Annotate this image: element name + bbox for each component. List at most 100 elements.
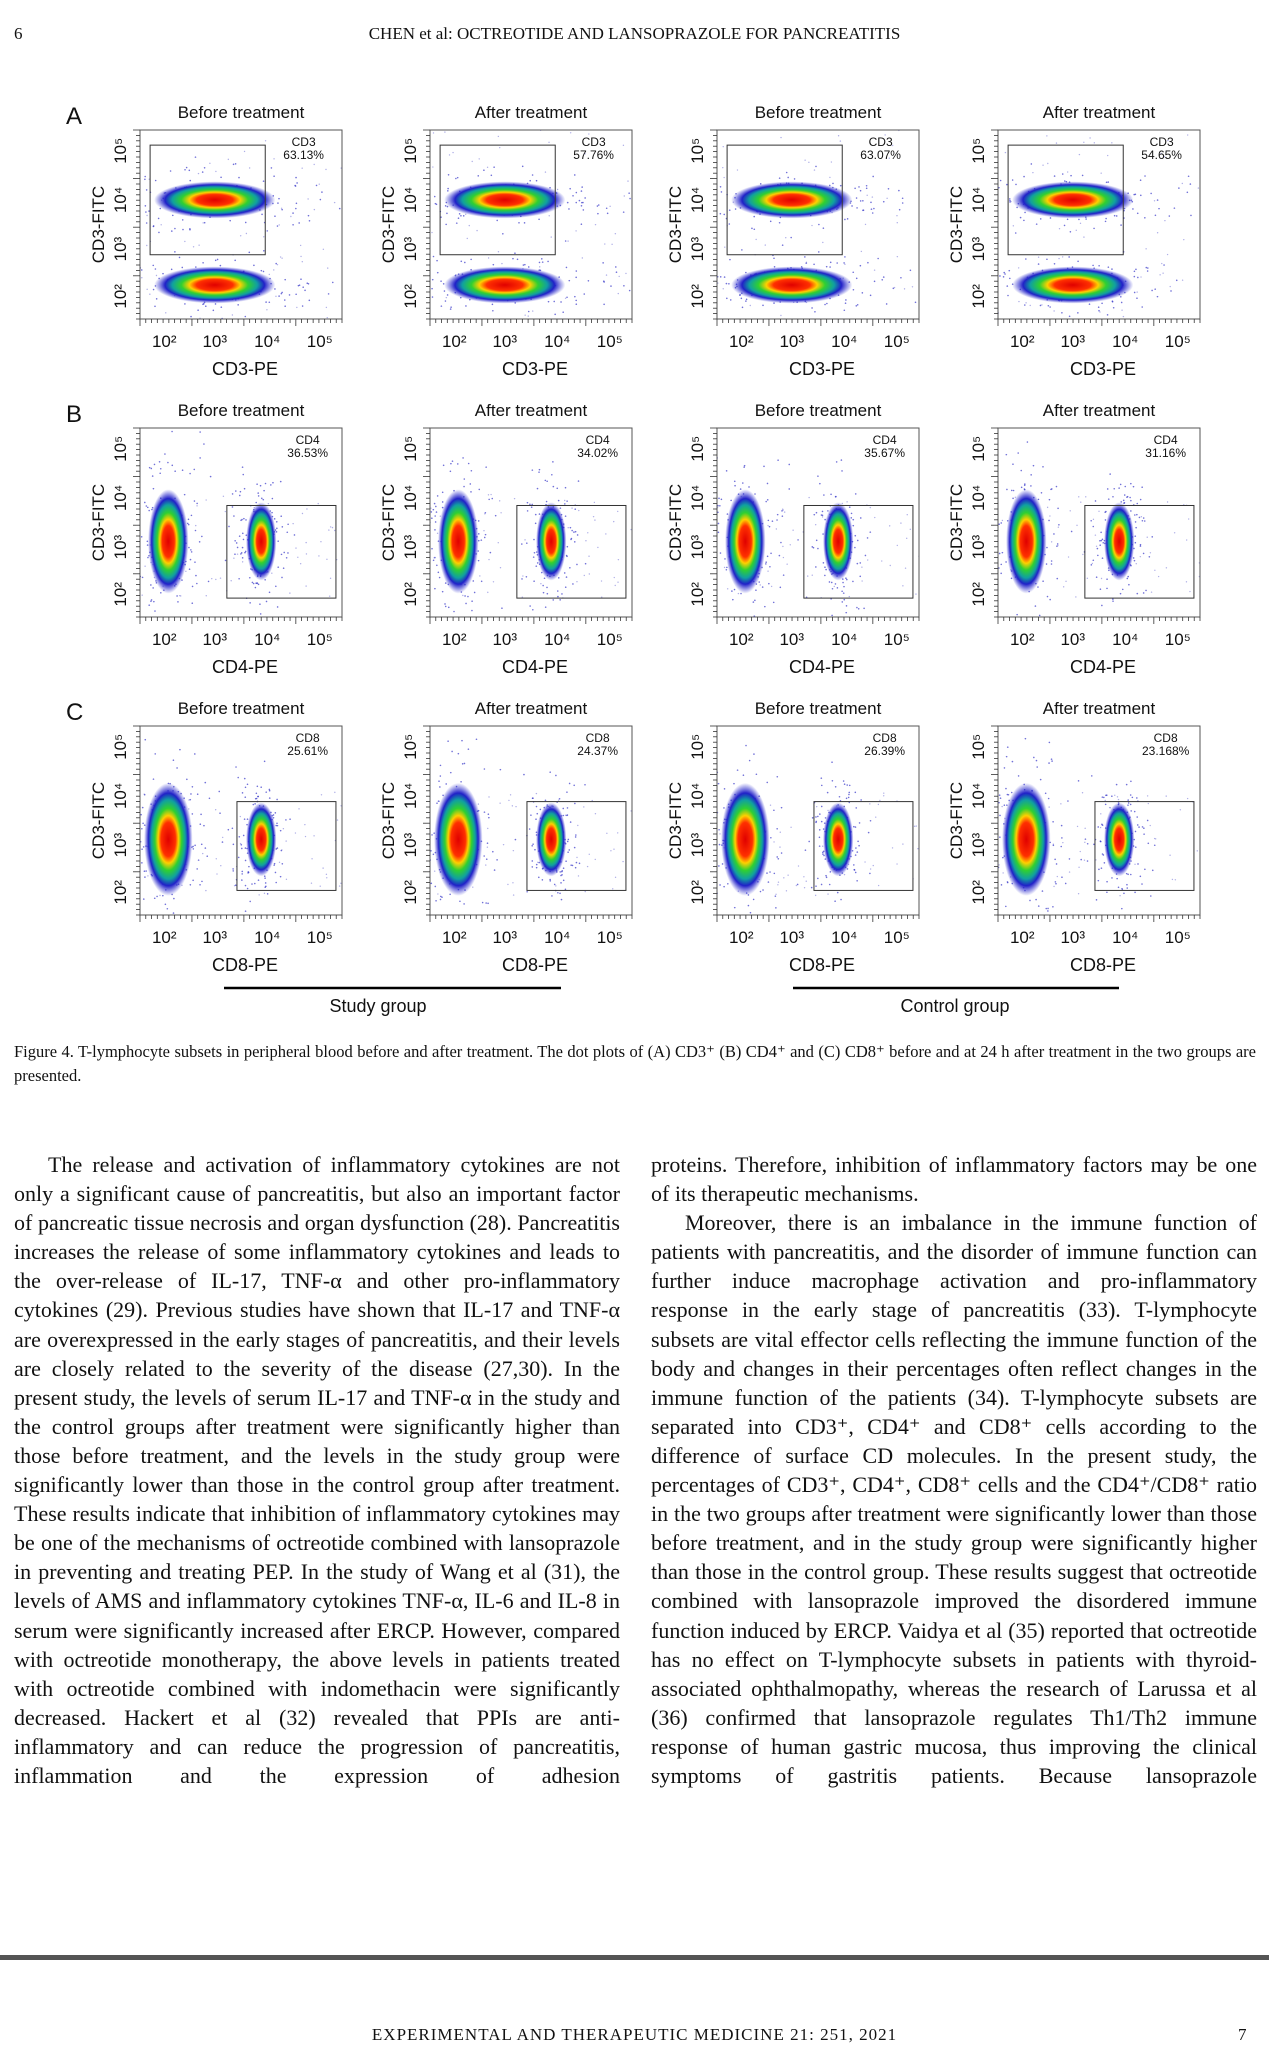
event-dot [830, 161, 833, 163]
event-dot [752, 898, 755, 901]
event-dot [1150, 591, 1153, 593]
event-dot [985, 715, 987, 717]
event-dot [891, 144, 894, 147]
event-dot [1109, 473, 1111, 475]
event-dot [720, 498, 723, 501]
event-dot [144, 876, 146, 878]
event-dot [811, 307, 813, 309]
event-dot [533, 580, 535, 583]
event-dot [432, 255, 435, 258]
event-dot [264, 877, 266, 879]
event-dot [457, 752, 460, 755]
event-dot [447, 606, 450, 609]
event-dot [721, 863, 724, 865]
event-dot [614, 584, 616, 587]
event-dot [1025, 302, 1027, 304]
event-dot [176, 767, 178, 769]
event-dot [995, 603, 997, 605]
event-dot [818, 829, 821, 831]
event-dot [170, 230, 173, 232]
event-dot [1111, 142, 1113, 144]
event-dot [1048, 741, 1051, 744]
event-dot [132, 199, 134, 201]
event-dot [733, 906, 736, 909]
event-dot [1156, 295, 1159, 298]
gate-label: CD3 [582, 135, 606, 149]
event-dot [856, 879, 858, 882]
event-dot [761, 651, 763, 653]
event-dot [625, 272, 627, 275]
event-dot [232, 870, 235, 872]
event-dot [821, 845, 824, 847]
event-dot [1052, 906, 1054, 908]
event-dot [1015, 183, 1017, 186]
event-dot [814, 310, 816, 313]
event-dot [805, 880, 807, 882]
event-dot [499, 566, 502, 569]
event-dot [224, 510, 227, 513]
event-dot [439, 898, 442, 901]
event-dot [1003, 804, 1006, 806]
event-dot [556, 188, 559, 191]
event-dot [244, 315, 247, 318]
event-dot [813, 263, 815, 266]
event-dot [1144, 216, 1146, 219]
event-dot [1160, 152, 1162, 155]
event-dot [398, 284, 400, 286]
event-dot [820, 883, 823, 886]
event-dot [241, 557, 244, 559]
event-dot [1046, 595, 1049, 598]
event-dot [1067, 556, 1070, 558]
event-dot [561, 593, 563, 595]
event-dot [293, 534, 296, 536]
event-dot [783, 877, 785, 879]
event-dot [300, 255, 302, 258]
event-dot [238, 577, 240, 580]
event-dot [463, 478, 466, 480]
event-dot [1106, 314, 1109, 316]
event-dot [424, 192, 426, 194]
event-dot [796, 883, 799, 886]
event-dot [767, 519, 770, 522]
event-dot [263, 249, 265, 252]
event-dot [1089, 137, 1091, 139]
event-dot [1135, 563, 1137, 565]
event-dot [484, 513, 486, 515]
event-dot [556, 590, 559, 592]
event-dot [106, 289, 108, 291]
event-dot [811, 817, 814, 819]
event-dot [614, 232, 617, 235]
event-dot [313, 208, 316, 211]
event-dot [160, 591, 162, 594]
event-dot [457, 921, 459, 923]
event-dot [883, 795, 885, 797]
event-dot [1134, 846, 1137, 848]
event-dot [425, 174, 427, 176]
event-dot [1000, 572, 1002, 575]
event-dot [243, 777, 246, 780]
event-dot [1026, 441, 1029, 443]
event-dot [566, 201, 569, 204]
event-dot [502, 843, 505, 846]
event-dot [795, 884, 798, 887]
event-dot [603, 303, 605, 306]
event-dot [459, 900, 461, 903]
event-dot [1083, 141, 1085, 143]
x-tick-label: 10⁵ [307, 630, 333, 649]
event-dot [274, 871, 277, 874]
y-tick-label: 10² [111, 582, 130, 607]
event-dot [578, 862, 581, 865]
event-dot [1119, 592, 1122, 595]
x-tick-label: 10⁴ [1112, 630, 1138, 649]
event-dot [846, 501, 848, 503]
event-dot [173, 897, 175, 900]
event-dot [727, 882, 729, 885]
event-dot [140, 536, 143, 538]
event-dot [848, 506, 851, 508]
y-tick-label: 10⁴ [688, 783, 707, 809]
event-dot [742, 482, 744, 484]
event-dot [570, 538, 572, 541]
panel-label: B [66, 401, 82, 428]
event-dot [211, 577, 213, 580]
event-dot [998, 794, 1001, 796]
